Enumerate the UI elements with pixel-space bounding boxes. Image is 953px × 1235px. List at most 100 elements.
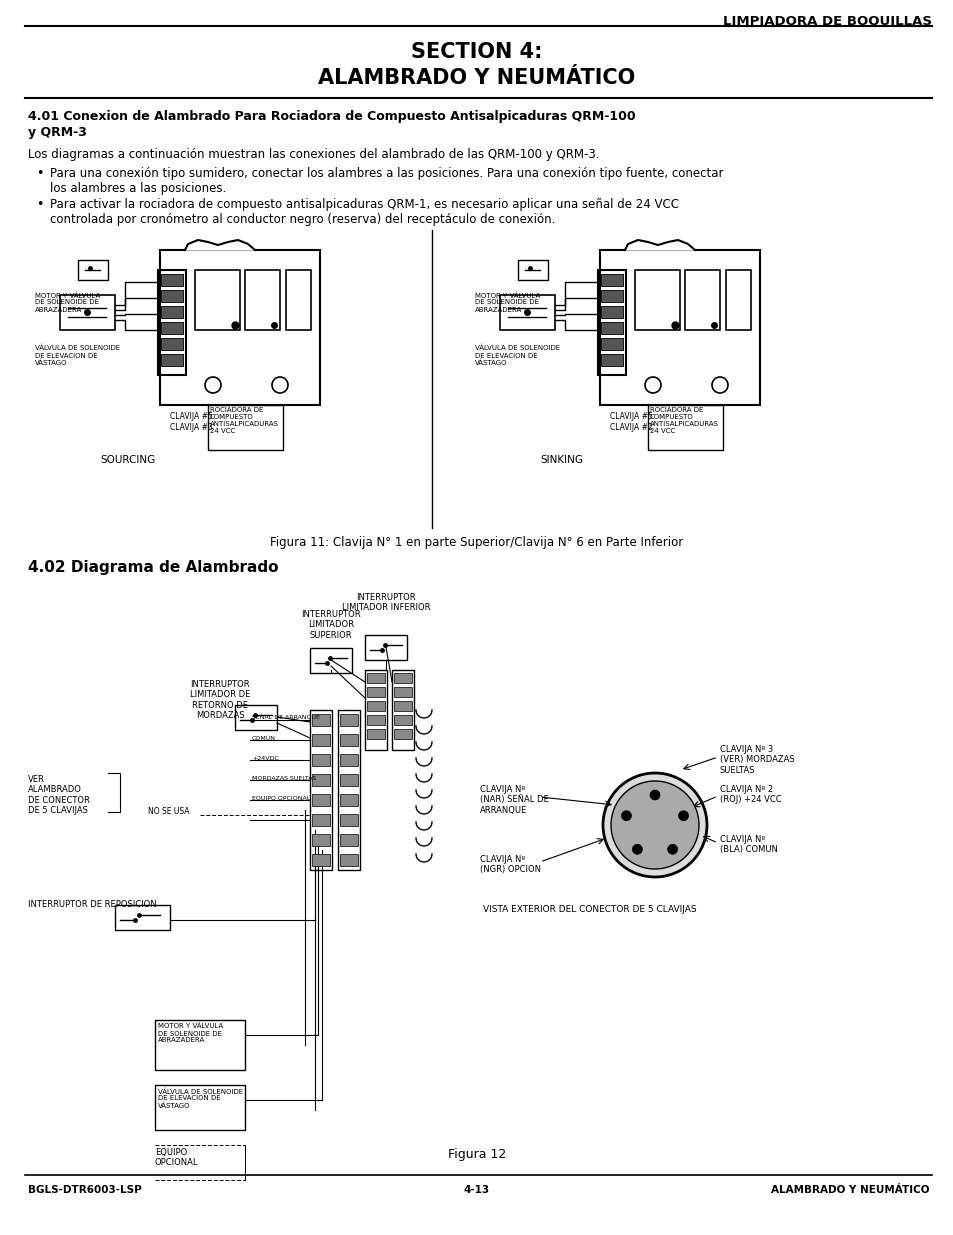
Bar [367,701,385,711]
Bar [78,261,108,280]
Text: VÁLVULA DE SOLENOIDE
DE ELEVACION DE
VÁSTAGO: VÁLVULA DE SOLENOIDE DE ELEVACION DE VÁS… [475,345,559,366]
Bar [60,295,115,330]
Circle shape [602,773,706,877]
Bar [600,354,622,366]
Bar [600,306,622,317]
Text: ROCIADORA DE
COMPUESTO
ANTISALPICADURAS
24 VCC: ROCIADORA DE COMPUESTO ANTISALPICADURAS … [649,408,719,433]
Text: NO SE USA: NO SE USA [148,808,190,816]
Bar [312,814,330,826]
Text: Para una conexión tipo sumidero, conectar los alambres a las posiciones. Para un: Para una conexión tipo sumidero, conecta… [50,167,722,180]
Bar [339,755,357,766]
Bar [684,270,720,330]
Bar [635,270,679,330]
Bar [154,1020,245,1070]
Text: CLAVIJA #5: CLAVIJA #5 [609,412,652,421]
Bar [499,295,555,330]
Bar [310,710,332,869]
Bar [339,734,357,746]
Polygon shape [185,240,254,249]
Bar [367,729,385,739]
Bar [161,290,183,303]
Bar [339,834,357,846]
Bar [161,274,183,287]
Bar [367,673,385,683]
Bar [337,710,359,869]
Bar [725,270,750,330]
Text: CLAVIJA Nº
(NAR) SEÑAL DE
ARRANQUE: CLAVIJA Nº (NAR) SEÑAL DE ARRANQUE [479,785,548,815]
Bar [161,322,183,333]
Bar [394,687,412,697]
Bar [339,853,357,866]
Text: ALAMBRADO Y NEUMÁTICO: ALAMBRADO Y NEUMÁTICO [771,1186,929,1195]
Text: MOTOR Y VÁLVULA
DE SOLENOIDE DE
ABRAZADERA: MOTOR Y VÁLVULA DE SOLENOIDE DE ABRAZADE… [158,1023,223,1044]
Text: •: • [36,198,43,211]
Text: SECTION 4:: SECTION 4: [411,42,542,62]
Bar [365,671,387,750]
Bar [158,270,186,375]
Bar [161,338,183,350]
Bar [312,714,330,726]
Text: INTERRUPTOR
LIMITADOR INFERIOR: INTERRUPTOR LIMITADOR INFERIOR [341,593,430,613]
Text: ROCIADORA DE
COMPUESTO
ANTISALPICADURAS
24 VCC: ROCIADORA DE COMPUESTO ANTISALPICADURAS … [210,408,278,433]
Text: Los diagramas a continuación muestran las conexiones del alambrado de las QRM-10: Los diagramas a continuación muestran la… [28,148,598,161]
Text: controlada por cronómetro al conductor negro (reserva) del receptáculo de conexi: controlada por cronómetro al conductor n… [50,212,555,226]
Bar [599,249,760,405]
Text: CLAVIJA Nº
(BLA) COMUN: CLAVIJA Nº (BLA) COMUN [720,835,777,855]
Polygon shape [624,240,695,249]
Bar [234,705,276,730]
Bar [115,905,170,930]
Text: LIMPIADORA DE BOQUILLAS: LIMPIADORA DE BOQUILLAS [722,14,931,27]
Text: y QRM-3: y QRM-3 [28,126,87,140]
Text: •: • [36,167,43,180]
Text: Figura 11: Clavija N° 1 en parte Superior/Clavija N° 6 en Parte Inferior: Figura 11: Clavija N° 1 en parte Superio… [270,536,683,550]
Text: CLAVIJA #3: CLAVIJA #3 [170,424,213,432]
Bar [367,715,385,725]
Bar [208,405,283,450]
Bar [312,755,330,766]
Bar [394,673,412,683]
Bar [600,274,622,287]
Text: VISTA EXTERIOR DEL CONECTOR DE 5 CLAVIJAS: VISTA EXTERIOR DEL CONECTOR DE 5 CLAVIJA… [482,905,696,914]
Bar [310,648,352,673]
Text: VÁLVULA DE SOLENOIDE
DE ELEVACION DE
VÁSTAGO: VÁLVULA DE SOLENOIDE DE ELEVACION DE VÁS… [158,1088,243,1109]
Text: EQUIPO OPCIONAL: EQUIPO OPCIONAL [252,795,310,800]
Text: Para activar la rociadora de compuesto antisalpicaduras QRM-1, es necesario apli: Para activar la rociadora de compuesto a… [50,198,679,211]
Text: VER
ALAMBRADO
DE CONECTOR
DE 5 CLAVIJAS: VER ALAMBRADO DE CONECTOR DE 5 CLAVIJAS [28,776,90,815]
Bar [286,270,311,330]
Text: Figura 12: Figura 12 [447,1149,506,1161]
Circle shape [667,845,677,855]
Text: SINKING: SINKING [539,454,582,466]
Text: los alambres a las posiciones.: los alambres a las posiciones. [50,182,226,195]
Bar [365,635,407,659]
Text: INTERRUPTOR DE REPOSICION: INTERRUPTOR DE REPOSICION [28,900,156,909]
Text: CLAVIJA #5: CLAVIJA #5 [170,412,213,421]
Bar [339,774,357,785]
Bar [312,774,330,785]
Text: CLAVIJA Nº 3
(VER) MORDAZAS
SUELTAS: CLAVIJA Nº 3 (VER) MORDAZAS SUELTAS [720,745,794,774]
Text: INTERRUPTOR
LIMITADOR DE
RETORNO DE
MORDAZAS: INTERRUPTOR LIMITADOR DE RETORNO DE MORD… [190,680,250,720]
Bar [161,306,183,317]
Bar [312,794,330,806]
Text: CLAVIJA #2: CLAVIJA #2 [609,424,652,432]
Bar [339,814,357,826]
Text: EQUIPO
OPCIONAL: EQUIPO OPCIONAL [154,1149,198,1167]
Text: COMÚN: COMÚN [252,736,275,741]
Bar [367,687,385,697]
Text: CLAVIJA Nº
(NGR) OPCION: CLAVIJA Nº (NGR) OPCION [479,855,540,874]
Circle shape [610,781,699,869]
Bar [339,714,357,726]
Text: INTERRUPTOR
LIMITADOR
SUPERIOR: INTERRUPTOR LIMITADOR SUPERIOR [301,610,360,640]
Text: MOTOR Y VÁLVULA
DE SOLENOIDE DE
ABRAZADERA: MOTOR Y VÁLVULA DE SOLENOIDE DE ABRAZADE… [35,291,100,312]
Text: VÁLVULA DE SOLENOIDE
DE ELEVACION DE
VÁSTAGO: VÁLVULA DE SOLENOIDE DE ELEVACION DE VÁS… [35,345,120,366]
Bar [598,270,625,375]
Circle shape [620,810,631,821]
Bar [647,405,722,450]
Text: MORDAZAS SUELTAS: MORDAZAS SUELTAS [252,776,316,781]
Circle shape [649,790,659,800]
Text: +24VDC: +24VDC [252,756,278,761]
Text: SOURCING: SOURCING [100,454,155,466]
Text: CLAVIJA Nº 2
(ROJ) +24 VCC: CLAVIJA Nº 2 (ROJ) +24 VCC [720,785,781,804]
Circle shape [678,810,688,821]
Bar [394,729,412,739]
Bar [600,322,622,333]
